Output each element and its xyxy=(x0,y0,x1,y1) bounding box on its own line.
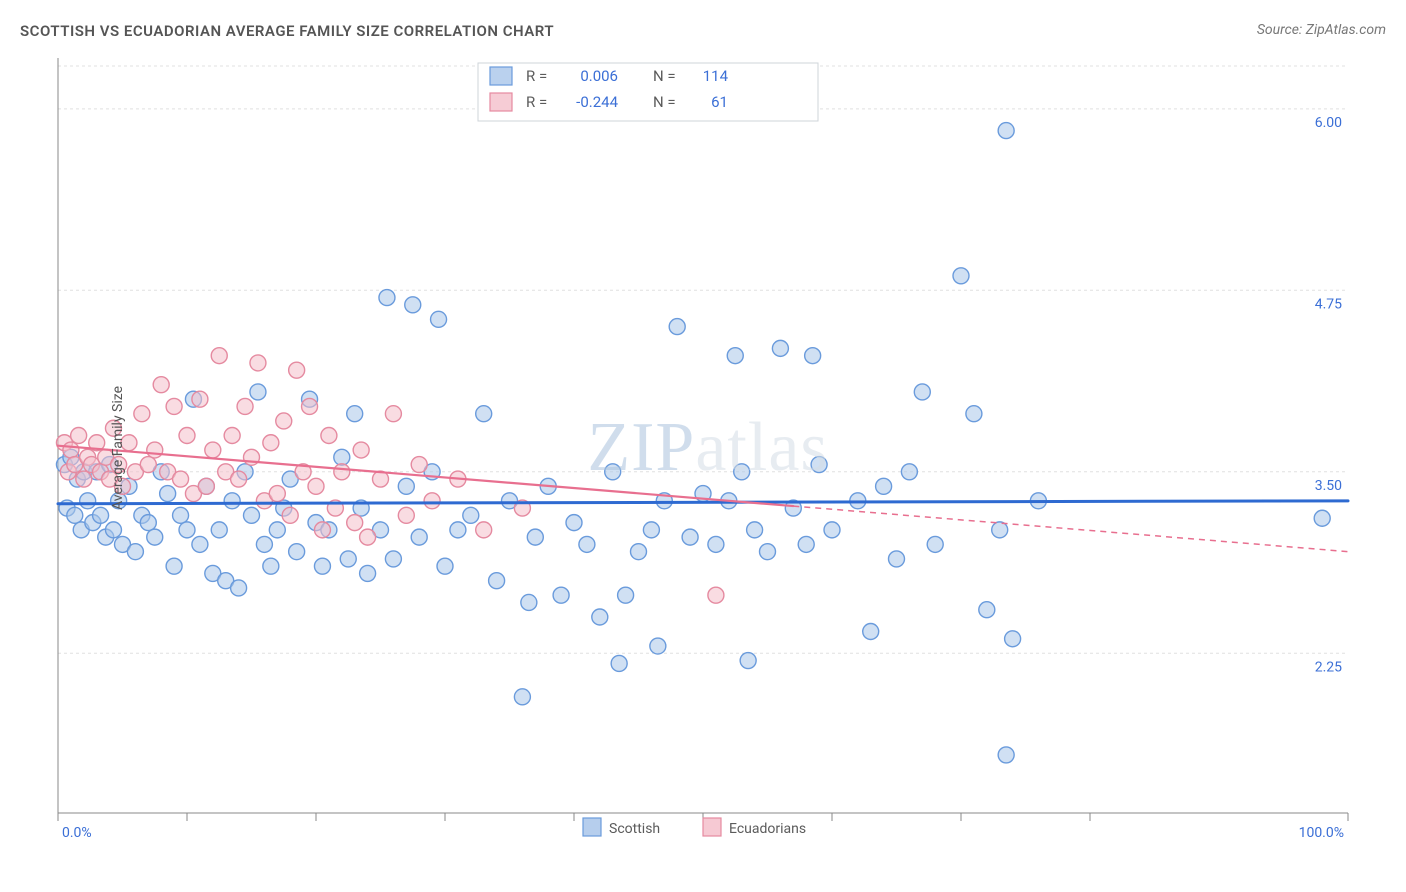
svg-text:100.0%: 100.0% xyxy=(1299,825,1344,838)
svg-text:N =: N = xyxy=(653,93,676,111)
svg-text:61: 61 xyxy=(711,93,728,111)
svg-text:2.25: 2.25 xyxy=(1315,659,1342,675)
svg-text:4.75: 4.75 xyxy=(1315,296,1342,312)
chart-canvas: 2.25 3.50 4.75 6.00 0.0% 100.0% R = 0.006 N = 114… xyxy=(48,58,1368,838)
svg-text:-0.244: -0.244 xyxy=(576,93,618,111)
source-attribution: Source: ZipAtlas.com xyxy=(1257,22,1386,38)
svg-text:0.0%: 0.0% xyxy=(62,825,92,838)
svg-text:114: 114 xyxy=(703,67,729,85)
svg-text:Scottish: Scottish xyxy=(609,821,660,837)
chart-title: SCOTTISH VS ECUADORIAN AVERAGE FAMILY SI… xyxy=(20,22,554,40)
svg-text:0.006: 0.006 xyxy=(580,67,618,85)
svg-text:R =: R = xyxy=(526,67,547,85)
svg-text:R =: R = xyxy=(526,93,547,111)
svg-text:3.50: 3.50 xyxy=(1315,478,1342,494)
y-axis-label: Average Family Size xyxy=(110,386,126,510)
svg-text:6.00: 6.00 xyxy=(1315,115,1342,131)
scatter-plot: Average Family Size ZIPatlas 2.253.504.7… xyxy=(48,58,1368,838)
svg-text:Ecuadorians: Ecuadorians xyxy=(729,821,806,837)
svg-text:N =: N = xyxy=(653,67,676,85)
